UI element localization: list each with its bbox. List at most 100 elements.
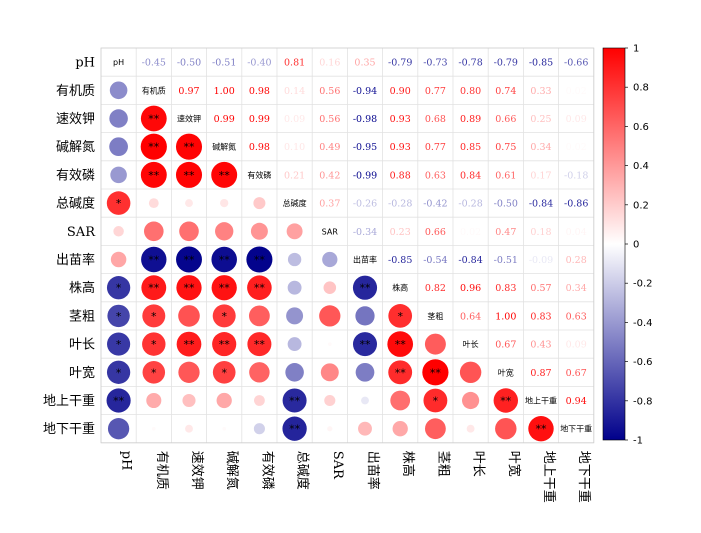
correlation-value: 0.66 <box>425 227 446 238</box>
plot-frame <box>100 47 595 444</box>
correlation-circle <box>253 197 266 210</box>
correlation-circle <box>140 105 167 132</box>
correlation-value: -0.50 <box>177 58 201 69</box>
correlation-value: 0.10 <box>284 142 305 153</box>
significance-mark: ** <box>500 395 512 408</box>
correlation-value: 0.97 <box>178 86 199 97</box>
correlation-value: -0.18 <box>564 170 588 181</box>
correlation-value: 0.83 <box>495 283 516 294</box>
correlation-circle <box>211 161 238 188</box>
correlation-value: 0.14 <box>284 86 305 97</box>
correlation-value: -0.79 <box>388 58 412 69</box>
column-label: 有效磷 <box>259 451 274 490</box>
column-label: 有机质 <box>154 451 169 490</box>
correlation-value: 0.88 <box>390 170 411 181</box>
diagonal-label: 株高 <box>392 283 408 293</box>
correlation-value: 0.04 <box>566 227 587 238</box>
row-label: 有效磷 <box>56 168 95 183</box>
correlation-value: 0.56 <box>319 114 340 125</box>
diagonal-label: 茎粗 <box>427 311 443 321</box>
correlation-circle <box>286 223 303 240</box>
correlation-circle <box>176 246 202 273</box>
correlation-value: 0.80 <box>460 86 481 97</box>
correlation-value: 0.68 <box>425 114 446 125</box>
correlation-value: 0.84 <box>460 170 481 181</box>
column-label: 茎粗 <box>435 451 450 477</box>
correlation-circle <box>247 275 272 300</box>
correlation-circle <box>182 393 196 408</box>
correlation-circle <box>425 418 446 440</box>
row-label: 茎粗 <box>69 309 95 324</box>
correlation-circle <box>358 421 372 436</box>
correlation-value: -0.42 <box>423 199 447 210</box>
correlation-value: 0.99 <box>249 114 270 125</box>
correlation-circle <box>109 81 128 100</box>
correlation-circle <box>352 332 378 357</box>
correlation-circle <box>141 246 167 273</box>
correlation-circle <box>107 332 131 356</box>
correlation-circle <box>253 423 265 435</box>
significance-mark: ** <box>254 282 266 295</box>
correlation-circle <box>175 161 203 188</box>
row-label: 有机质 <box>56 84 95 99</box>
correlation-value: 0.47 <box>495 227 516 238</box>
correlation-circle <box>423 388 448 413</box>
correlation-circle <box>287 280 302 295</box>
diagonal-label: 总碱度 <box>283 198 307 208</box>
significance-mark: ** <box>184 169 196 182</box>
correlation-circle <box>249 362 270 383</box>
colorbar-tick-label: 1 <box>633 44 639 55</box>
correlation-value: 1.00 <box>495 311 516 322</box>
correlation-value: 0.77 <box>425 86 446 97</box>
correlation-circle <box>179 221 199 242</box>
colorbar-tick-label: -0.2 <box>633 279 653 290</box>
correlation-circle <box>327 342 332 346</box>
significance-mark: ** <box>395 366 407 379</box>
correlation-circle <box>109 137 128 157</box>
diagonal-label: 叶宽 <box>498 367 514 377</box>
correlation-value: 0.02 <box>460 227 481 238</box>
significance-mark: ** <box>113 395 125 408</box>
correlation-circle <box>151 426 156 431</box>
significance-mark: ** <box>360 338 372 351</box>
correlation-circle <box>146 392 162 409</box>
cells: pH -0.45 -0.50 -0.51 -0.40 0.81 0.16 0.35 -0.79-… <box>106 58 592 442</box>
correlation-circle <box>212 360 236 384</box>
correlation-value: 0.81 <box>284 58 305 69</box>
correlation-circle <box>185 424 193 433</box>
significance-mark: * <box>151 338 157 351</box>
significance-mark: * <box>221 366 227 379</box>
correlation-value: -0.09 <box>529 255 553 266</box>
correlation-value: 0.61 <box>495 170 516 181</box>
row-label: 速效钾 <box>56 112 95 127</box>
correlation-circle <box>142 332 166 356</box>
correlation-circle <box>222 426 227 431</box>
correlation-circle <box>106 276 131 300</box>
column-label: pH <box>119 451 134 471</box>
correlation-circle <box>142 304 166 328</box>
correlation-circle <box>247 332 272 357</box>
correlation-value: -0.94 <box>353 86 377 97</box>
correlation-circle <box>106 388 131 413</box>
correlation-circle <box>286 307 304 325</box>
correlation-circle <box>388 360 413 385</box>
correlation-circle <box>424 333 446 355</box>
significance-mark: ** <box>289 395 301 408</box>
row-label: 出苗率 <box>56 252 95 268</box>
colorbar-tick-label: 0.6 <box>633 122 649 133</box>
significance-mark: * <box>116 310 122 323</box>
diagonal-label: 地上干重 <box>525 396 557 406</box>
row-label: 碱解氮 <box>56 140 95 155</box>
row-label: SAR <box>67 225 96 240</box>
correlation-circle <box>113 226 124 237</box>
correlation-value: 0.64 <box>460 311 481 322</box>
correlation-circle <box>110 166 127 184</box>
row-label: pH <box>75 56 95 71</box>
correlation-value: 0.02 <box>566 86 587 97</box>
correlation-circle <box>459 361 482 384</box>
correlation-value: 0.49 <box>319 142 340 153</box>
correlation-value: 0.67 <box>566 368 587 379</box>
diagonal-label: SAR <box>322 227 339 236</box>
correlation-circle <box>355 306 375 326</box>
column-label: 速效钾 <box>189 451 204 490</box>
